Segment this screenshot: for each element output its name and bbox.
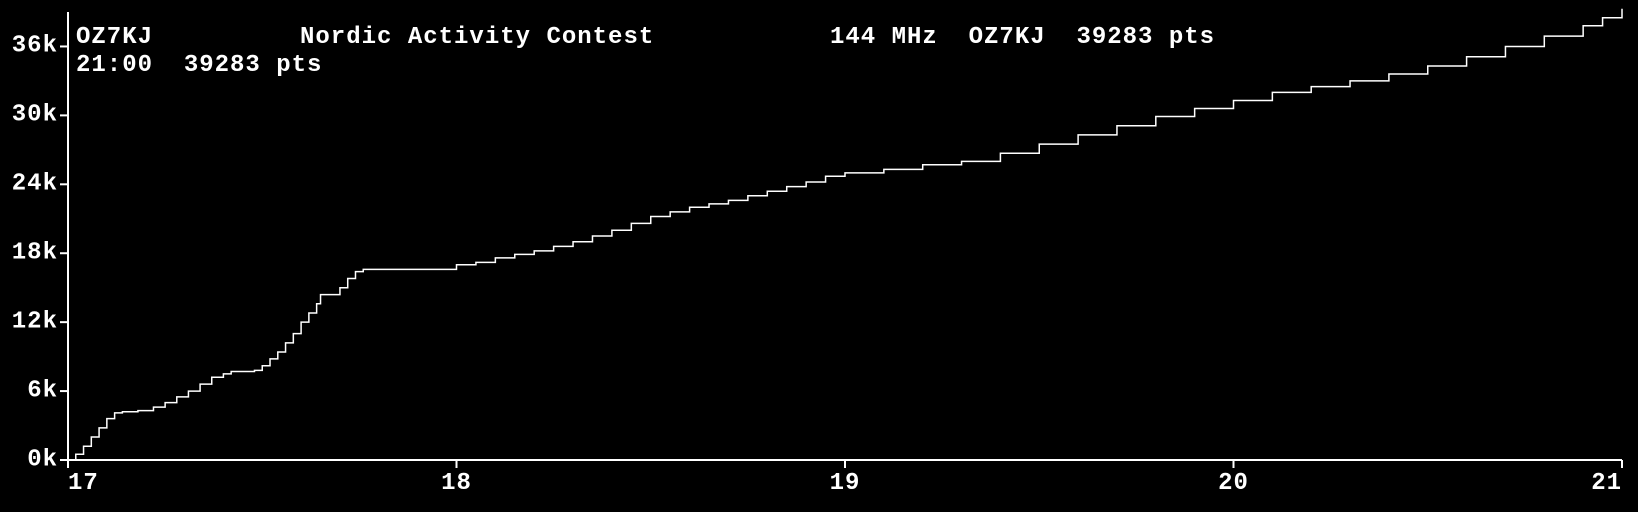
y-tick-label: 12k <box>12 309 58 336</box>
y-tick-label: 36k <box>12 33 58 60</box>
x-tick-label: 17 <box>68 470 99 497</box>
y-tick-label: 18k <box>12 240 58 267</box>
x-tick-label: 20 <box>1218 470 1249 497</box>
header-callsign: OZ7KJ <box>76 24 153 51</box>
y-tick-label: 0k <box>27 447 58 474</box>
y-tick-label: 6k <box>27 378 58 405</box>
header-band-info: 144 MHz OZ7KJ 39283 pts <box>830 24 1215 51</box>
y-tick-label: 24k <box>12 171 58 198</box>
header-time-score: 21:00 39283 pts <box>76 52 322 79</box>
header-contest-name: Nordic Activity Contest <box>300 24 654 51</box>
x-tick-label: 18 <box>441 470 472 497</box>
chart-container: OZ7KJ Nordic Activity Contest 144 MHz OZ… <box>0 0 1638 512</box>
y-tick-label: 30k <box>12 102 58 129</box>
x-tick-label: 21 <box>1591 470 1622 497</box>
x-tick-label: 19 <box>830 470 861 497</box>
